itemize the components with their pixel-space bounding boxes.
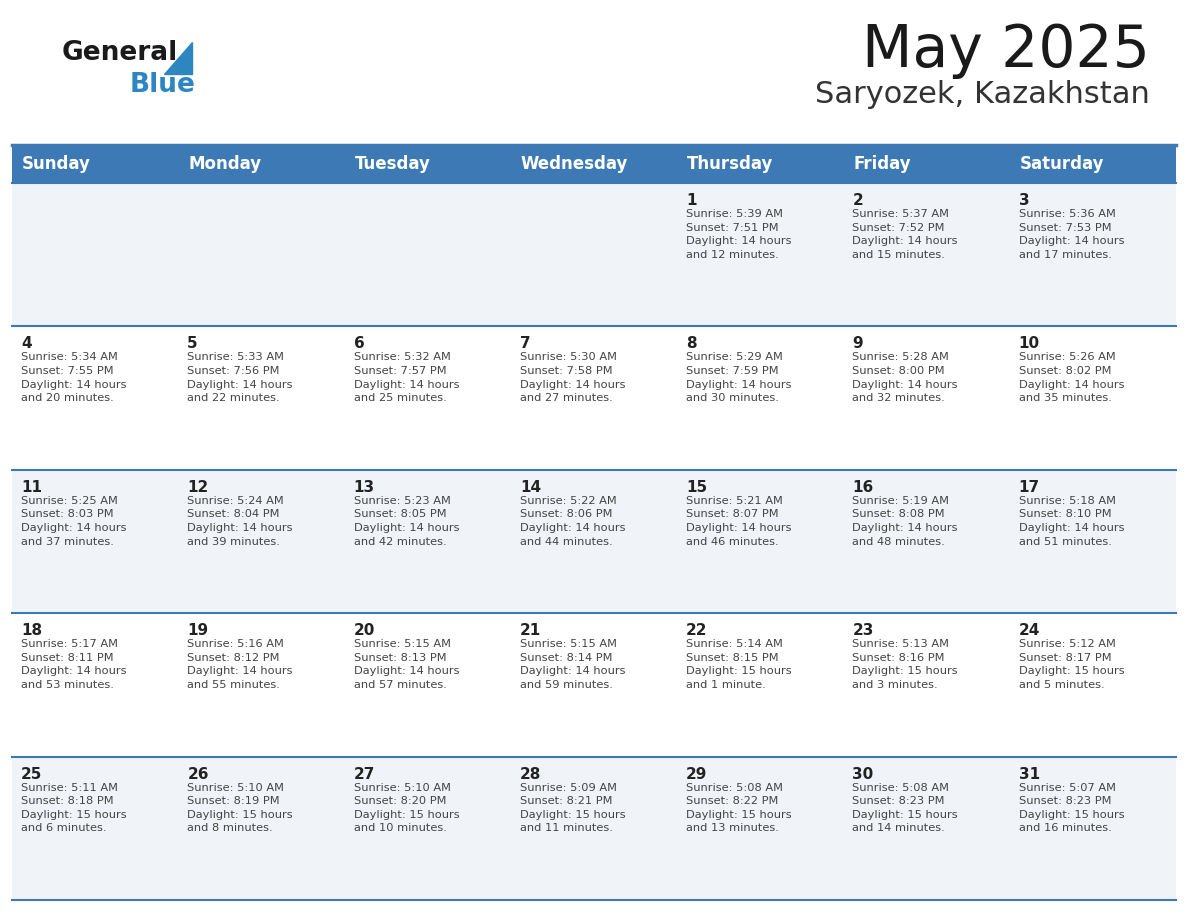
Text: Thursday: Thursday xyxy=(687,155,773,173)
Bar xyxy=(12,756,1176,900)
Text: 19: 19 xyxy=(188,623,208,638)
Text: Sunrise: 5:13 AM
Sunset: 8:16 PM
Daylight: 15 hours
and 3 minutes.: Sunrise: 5:13 AM Sunset: 8:16 PM Dayligh… xyxy=(853,639,958,690)
Text: Sunrise: 5:34 AM
Sunset: 7:55 PM
Daylight: 14 hours
and 20 minutes.: Sunrise: 5:34 AM Sunset: 7:55 PM Dayligh… xyxy=(21,353,126,403)
Text: 12: 12 xyxy=(188,480,209,495)
Text: 5: 5 xyxy=(188,336,198,352)
Text: Tuesday: Tuesday xyxy=(354,155,430,173)
Text: Sunrise: 5:12 AM
Sunset: 8:17 PM
Daylight: 15 hours
and 5 minutes.: Sunrise: 5:12 AM Sunset: 8:17 PM Dayligh… xyxy=(1019,639,1124,690)
Text: 14: 14 xyxy=(520,480,541,495)
Text: Sunrise: 5:26 AM
Sunset: 8:02 PM
Daylight: 14 hours
and 35 minutes.: Sunrise: 5:26 AM Sunset: 8:02 PM Dayligh… xyxy=(1019,353,1124,403)
Text: Sunrise: 5:15 AM
Sunset: 8:13 PM
Daylight: 14 hours
and 57 minutes.: Sunrise: 5:15 AM Sunset: 8:13 PM Dayligh… xyxy=(354,639,459,690)
Text: 11: 11 xyxy=(21,480,42,495)
Text: 3: 3 xyxy=(1019,193,1029,208)
Text: Sunrise: 5:17 AM
Sunset: 8:11 PM
Daylight: 14 hours
and 53 minutes.: Sunrise: 5:17 AM Sunset: 8:11 PM Dayligh… xyxy=(21,639,126,690)
Text: Monday: Monday xyxy=(188,155,261,173)
Text: 24: 24 xyxy=(1019,623,1040,638)
Bar xyxy=(12,183,1176,327)
Text: 17: 17 xyxy=(1019,480,1040,495)
Text: May 2025: May 2025 xyxy=(862,22,1150,79)
Text: 26: 26 xyxy=(188,767,209,781)
Text: General: General xyxy=(62,40,178,66)
Text: 2: 2 xyxy=(853,193,864,208)
Text: 1: 1 xyxy=(687,193,696,208)
Text: Sunrise: 5:33 AM
Sunset: 7:56 PM
Daylight: 14 hours
and 22 minutes.: Sunrise: 5:33 AM Sunset: 7:56 PM Dayligh… xyxy=(188,353,292,403)
Text: 28: 28 xyxy=(520,767,542,781)
Text: Sunday: Sunday xyxy=(23,155,90,173)
Text: Saryozek, Kazakhstan: Saryozek, Kazakhstan xyxy=(815,80,1150,109)
Text: 27: 27 xyxy=(354,767,375,781)
Text: Blue: Blue xyxy=(129,72,196,98)
Text: Sunrise: 5:10 AM
Sunset: 8:19 PM
Daylight: 15 hours
and 8 minutes.: Sunrise: 5:10 AM Sunset: 8:19 PM Dayligh… xyxy=(188,783,293,834)
Bar xyxy=(12,613,1176,756)
Text: 10: 10 xyxy=(1019,336,1040,352)
Text: Sunrise: 5:10 AM
Sunset: 8:20 PM
Daylight: 15 hours
and 10 minutes.: Sunrise: 5:10 AM Sunset: 8:20 PM Dayligh… xyxy=(354,783,460,834)
Text: 13: 13 xyxy=(354,480,374,495)
Text: 25: 25 xyxy=(21,767,43,781)
Text: 29: 29 xyxy=(687,767,708,781)
Text: Sunrise: 5:25 AM
Sunset: 8:03 PM
Daylight: 14 hours
and 37 minutes.: Sunrise: 5:25 AM Sunset: 8:03 PM Dayligh… xyxy=(21,496,126,546)
Bar xyxy=(12,327,1176,470)
Text: 9: 9 xyxy=(853,336,862,352)
Text: Sunrise: 5:15 AM
Sunset: 8:14 PM
Daylight: 14 hours
and 59 minutes.: Sunrise: 5:15 AM Sunset: 8:14 PM Dayligh… xyxy=(520,639,625,690)
Text: 7: 7 xyxy=(520,336,531,352)
Polygon shape xyxy=(164,42,192,74)
Text: Sunrise: 5:24 AM
Sunset: 8:04 PM
Daylight: 14 hours
and 39 minutes.: Sunrise: 5:24 AM Sunset: 8:04 PM Dayligh… xyxy=(188,496,292,546)
Bar xyxy=(12,470,1176,613)
Text: Friday: Friday xyxy=(853,155,911,173)
Text: Sunrise: 5:19 AM
Sunset: 8:08 PM
Daylight: 14 hours
and 48 minutes.: Sunrise: 5:19 AM Sunset: 8:08 PM Dayligh… xyxy=(853,496,958,546)
Text: Sunrise: 5:30 AM
Sunset: 7:58 PM
Daylight: 14 hours
and 27 minutes.: Sunrise: 5:30 AM Sunset: 7:58 PM Dayligh… xyxy=(520,353,625,403)
Text: Sunrise: 5:18 AM
Sunset: 8:10 PM
Daylight: 14 hours
and 51 minutes.: Sunrise: 5:18 AM Sunset: 8:10 PM Dayligh… xyxy=(1019,496,1124,546)
Text: Sunrise: 5:08 AM
Sunset: 8:22 PM
Daylight: 15 hours
and 13 minutes.: Sunrise: 5:08 AM Sunset: 8:22 PM Dayligh… xyxy=(687,783,791,834)
Text: 21: 21 xyxy=(520,623,541,638)
Text: 15: 15 xyxy=(687,480,707,495)
Text: 20: 20 xyxy=(354,623,375,638)
Text: 22: 22 xyxy=(687,623,708,638)
Text: Sunrise: 5:16 AM
Sunset: 8:12 PM
Daylight: 14 hours
and 55 minutes.: Sunrise: 5:16 AM Sunset: 8:12 PM Dayligh… xyxy=(188,639,292,690)
Text: Sunrise: 5:22 AM
Sunset: 8:06 PM
Daylight: 14 hours
and 44 minutes.: Sunrise: 5:22 AM Sunset: 8:06 PM Dayligh… xyxy=(520,496,625,546)
Text: Saturday: Saturday xyxy=(1019,155,1104,173)
Text: Sunrise: 5:32 AM
Sunset: 7:57 PM
Daylight: 14 hours
and 25 minutes.: Sunrise: 5:32 AM Sunset: 7:57 PM Dayligh… xyxy=(354,353,459,403)
Text: Sunrise: 5:23 AM
Sunset: 8:05 PM
Daylight: 14 hours
and 42 minutes.: Sunrise: 5:23 AM Sunset: 8:05 PM Dayligh… xyxy=(354,496,459,546)
Text: 30: 30 xyxy=(853,767,873,781)
Text: Sunrise: 5:37 AM
Sunset: 7:52 PM
Daylight: 14 hours
and 15 minutes.: Sunrise: 5:37 AM Sunset: 7:52 PM Dayligh… xyxy=(853,209,958,260)
Text: 6: 6 xyxy=(354,336,365,352)
Text: Sunrise: 5:11 AM
Sunset: 8:18 PM
Daylight: 15 hours
and 6 minutes.: Sunrise: 5:11 AM Sunset: 8:18 PM Dayligh… xyxy=(21,783,127,834)
Text: Sunrise: 5:21 AM
Sunset: 8:07 PM
Daylight: 14 hours
and 46 minutes.: Sunrise: 5:21 AM Sunset: 8:07 PM Dayligh… xyxy=(687,496,791,546)
Text: Wednesday: Wednesday xyxy=(520,155,628,173)
Text: Sunrise: 5:08 AM
Sunset: 8:23 PM
Daylight: 15 hours
and 14 minutes.: Sunrise: 5:08 AM Sunset: 8:23 PM Dayligh… xyxy=(853,783,958,834)
Text: 4: 4 xyxy=(21,336,32,352)
Text: 23: 23 xyxy=(853,623,874,638)
Bar xyxy=(12,145,1176,183)
Text: 8: 8 xyxy=(687,336,697,352)
Text: 18: 18 xyxy=(21,623,42,638)
Text: Sunrise: 5:07 AM
Sunset: 8:23 PM
Daylight: 15 hours
and 16 minutes.: Sunrise: 5:07 AM Sunset: 8:23 PM Dayligh… xyxy=(1019,783,1124,834)
Text: Sunrise: 5:29 AM
Sunset: 7:59 PM
Daylight: 14 hours
and 30 minutes.: Sunrise: 5:29 AM Sunset: 7:59 PM Dayligh… xyxy=(687,353,791,403)
Text: 16: 16 xyxy=(853,480,873,495)
Text: Sunrise: 5:28 AM
Sunset: 8:00 PM
Daylight: 14 hours
and 32 minutes.: Sunrise: 5:28 AM Sunset: 8:00 PM Dayligh… xyxy=(853,353,958,403)
Text: 31: 31 xyxy=(1019,767,1040,781)
Text: Sunrise: 5:14 AM
Sunset: 8:15 PM
Daylight: 15 hours
and 1 minute.: Sunrise: 5:14 AM Sunset: 8:15 PM Dayligh… xyxy=(687,639,791,690)
Text: Sunrise: 5:09 AM
Sunset: 8:21 PM
Daylight: 15 hours
and 11 minutes.: Sunrise: 5:09 AM Sunset: 8:21 PM Dayligh… xyxy=(520,783,626,834)
Text: Sunrise: 5:39 AM
Sunset: 7:51 PM
Daylight: 14 hours
and 12 minutes.: Sunrise: 5:39 AM Sunset: 7:51 PM Dayligh… xyxy=(687,209,791,260)
Text: Sunrise: 5:36 AM
Sunset: 7:53 PM
Daylight: 14 hours
and 17 minutes.: Sunrise: 5:36 AM Sunset: 7:53 PM Dayligh… xyxy=(1019,209,1124,260)
